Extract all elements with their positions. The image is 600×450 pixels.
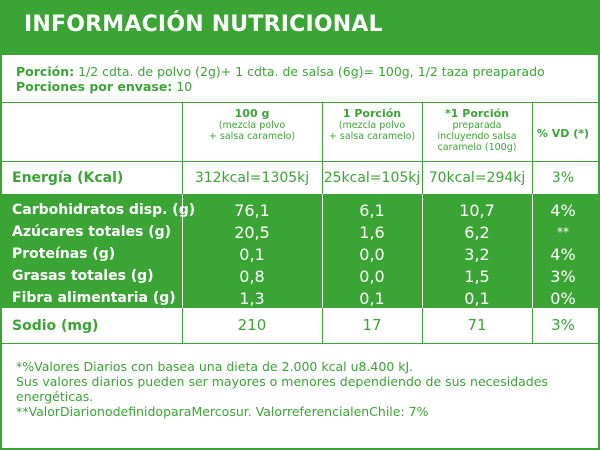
table-row: Proteínas (g) 0,1 0,0 3,2 4% (2, 242, 598, 264)
nutrient-prepared: 1,5 (464, 267, 490, 286)
servings-label: Porciones por envase: (16, 79, 173, 94)
column-vd-header: % VD (*) (536, 127, 590, 140)
nutrient-portion: 0,0 (359, 267, 385, 286)
energy-100g: 312kcal=1305kj (194, 170, 310, 186)
table-row: Azúcares totales (g) 20,5 1,6 6,2 ** (2, 220, 598, 242)
nutrient-vd: 4% (550, 201, 576, 220)
servings-value: 10 (172, 79, 193, 94)
nutrient-portion: 0,1 (359, 289, 385, 308)
column-100g-header: 100 g (mezcla polvo + salsa caramelo) (182, 107, 322, 142)
column-prepared-title: *1 Porción (445, 107, 509, 120)
nutrient-name: Fibra alimentaria (g) (12, 290, 176, 306)
page-title: INFORMACIÓN NUTRICIONAL (24, 12, 383, 37)
column-headers: 100 g (mezcla polvo + salsa caramelo) 1 … (2, 102, 598, 162)
column-portion-header: 1 Porción (mezcla polvo + salsa caramelo… (322, 107, 422, 142)
column-portion-subtitle: (mezcla polvo + salsa caramelo) (328, 120, 416, 142)
nutrient-prepared: 10,7 (459, 201, 495, 220)
nutrient-name: Proteínas (g) (12, 246, 116, 262)
nutrient-vd: 4% (550, 245, 576, 264)
column-divider (322, 194, 323, 308)
energy-portion: 25kcal=105kj (323, 170, 421, 186)
nutrient-name: Carbohidratos disp. (g) (12, 202, 196, 218)
nutrient-100g: 20,5 (234, 223, 270, 242)
nutrient-vd: ** (557, 225, 569, 239)
nutrient-100g: 76,1 (234, 201, 270, 220)
sodium-100g: 210 (237, 316, 267, 334)
column-100g-subtitle: (mezcla polvo + salsa caramelo) (208, 120, 296, 142)
title-bar: INFORMACIÓN NUTRICIONAL (2, 2, 598, 55)
column-prepared-subtitle: preparada incluyendo salsa caramelo (100… (437, 120, 517, 153)
sodium-prepared: 71 (467, 316, 487, 334)
nutrient-vd: 3% (550, 267, 576, 286)
nutrient-prepared: 0,1 (464, 289, 490, 308)
nutrient-100g: 1,3 (239, 289, 265, 308)
sodium-row: Sodio (mg) 210 17 71 3% (2, 308, 598, 344)
nutrient-portion: 1,6 (359, 223, 385, 242)
nutrient-vd: 0% (550, 289, 576, 308)
nutrient-100g: 0,8 (239, 267, 265, 286)
portion-value: 1/2 cdta. de polvo (2g)+ 1 cdta. de sals… (74, 64, 545, 79)
portion-info: Porción: 1/2 cdta. de polvo (2g)+ 1 cdta… (16, 64, 545, 94)
sodium-name: Sodio (mg) (12, 318, 99, 334)
nutrient-100g: 0,1 (239, 245, 265, 264)
column-divider (182, 194, 183, 308)
column-divider (422, 194, 423, 308)
nutrient-name: Grasas totales (g) (12, 268, 154, 284)
nutrient-prepared: 6,2 (464, 223, 490, 242)
table-row: Grasas totales (g) 0,8 0,0 1,5 3% (2, 264, 598, 286)
column-100g-title: 100 g (234, 107, 270, 120)
nutrients-block: Carbohidratos disp. (g) 76,1 6,1 10,7 4%… (2, 194, 598, 308)
nutrient-portion: 0,0 (359, 245, 385, 264)
energy-name: Energía (Kcal) (12, 170, 124, 186)
nutrient-portion: 6,1 (359, 201, 385, 220)
column-prepared-header: *1 Porción preparada incluyendo salsa ca… (422, 107, 532, 153)
energy-prepared: 70kcal=294kj (428, 170, 526, 186)
footnote-daily-values: *%Valores Diarios con basea una dieta de… (16, 359, 414, 374)
sodium-portion: 17 (362, 316, 382, 334)
table-row: Carbohidratos disp. (g) 76,1 6,1 10,7 4% (2, 198, 598, 220)
table-row: Fibra alimentaria (g) 1,3 0,1 0,1 0% (2, 286, 598, 308)
energy-vd: 3% (551, 170, 575, 186)
column-portion-title: 1 Porción (342, 107, 402, 120)
portion-label: Porción: (16, 64, 75, 79)
footnote-needs: Sus valores diarios pueden ser mayores o… (16, 374, 548, 404)
nutrient-prepared: 3,2 (464, 245, 490, 264)
sodium-vd: 3% (551, 316, 575, 334)
column-divider (532, 194, 533, 308)
footnotes: *%Valores Diarios con basea una dieta de… (16, 359, 586, 419)
nutrient-name: Azúcares totales (g) (12, 224, 172, 240)
footnote-mercosur: **ValorDiarionodefinidoparaMercosur. Val… (16, 404, 429, 419)
energy-row: Energía (Kcal) 312kcal=1305kj 25kcal=105… (2, 162, 598, 194)
